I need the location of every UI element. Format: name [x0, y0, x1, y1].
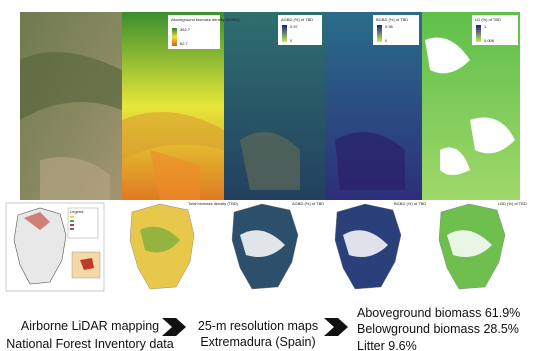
legend-heading: Legend — [70, 209, 83, 214]
arrow — [162, 318, 186, 336]
caption: Aboveground biomass 61.9% — [357, 306, 520, 320]
map-title: AGBD (%) of TBD — [292, 201, 324, 206]
top-panels — [20, 12, 520, 200]
region-maps: Legend Total biomass density (TBD) AGBD … — [6, 201, 527, 291]
legend-max: 0.97 — [290, 24, 299, 29]
legend: LD (%) of TBD 1 0.006 — [472, 15, 518, 45]
caption: Airborne LiDAR mapping — [21, 319, 159, 333]
caption: Belowground biomass 28.5% — [357, 322, 519, 336]
arrow — [324, 318, 348, 336]
legend-min: 82.7 — [180, 41, 189, 46]
caption: National Forest Inventory data — [6, 337, 173, 351]
legend-title: BGBD (%) of TBD — [376, 17, 408, 22]
legend-max: 0.98 — [385, 24, 394, 29]
caption: Litter 9.6% — [357, 339, 417, 351]
legend: BGBD (%) of TBD 0.98 0 — [373, 15, 419, 45]
map-title: BGBD (%) of TBD — [394, 201, 426, 206]
legend-min: 0.006 — [484, 38, 495, 43]
caption: 25-m resolution maps — [198, 319, 318, 333]
legend-max: 362.7 — [180, 27, 191, 32]
figure: Aboveground biomass density (AGBD) 362.7… — [0, 0, 533, 351]
legend: AGBD (%) of TBD 0.97 0 — [278, 15, 322, 45]
legend-title: LD (%) of TBD — [475, 17, 501, 22]
map-title: LBD (%) of TBD — [498, 201, 527, 206]
caption: Extremadura (Spain) — [200, 335, 315, 349]
legend-title: Aboveground biomass density (AGBD) — [171, 17, 240, 22]
legend-title: AGBD (%) of TBD — [281, 17, 313, 22]
map-title: Total biomass density (TBD) — [188, 201, 239, 206]
